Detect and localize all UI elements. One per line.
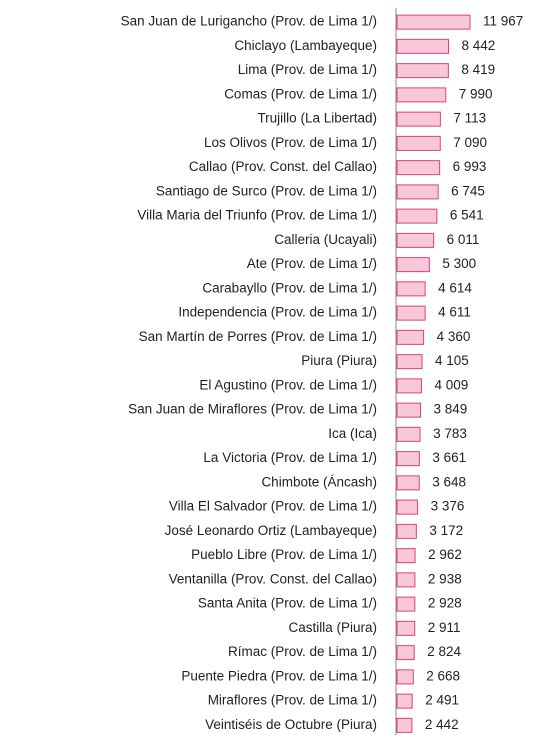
- category-label: San Martín de Porres (Prov. de Lima 1/): [139, 329, 377, 344]
- bar: [396, 354, 423, 370]
- category-label: El Agustino (Prov. de Lima 1/): [199, 377, 377, 392]
- category-label: Puente Piedra (Prov. de Lima 1/): [181, 668, 377, 683]
- category-label: Villa El Salvador (Prov. de Lima 1/): [169, 499, 377, 514]
- bar: [396, 572, 416, 588]
- category-label: Castilla (Piura): [288, 620, 377, 635]
- category-label: Santiago de Surco (Prov. de Lima 1/): [156, 183, 377, 198]
- bar: [396, 717, 413, 733]
- value-label: 3 849: [433, 402, 467, 417]
- bar: [396, 208, 438, 224]
- bar: [396, 402, 421, 418]
- value-label: 8 442: [461, 38, 495, 53]
- bar: [396, 135, 441, 151]
- bar: [396, 184, 439, 200]
- bar: [396, 451, 420, 467]
- bar: [396, 14, 471, 30]
- value-label: 3 648: [432, 474, 466, 489]
- value-label: 3 661: [432, 450, 466, 465]
- category-label: Villa Maria del Triunfo (Prov. de Lima 1…: [137, 208, 377, 223]
- bar: [396, 523, 417, 539]
- value-label: 11 967: [483, 14, 523, 29]
- value-label: 4 009: [434, 377, 468, 392]
- category-label: Ventanilla (Prov. Const. del Callao): [169, 571, 377, 586]
- value-label: 5 300: [442, 256, 476, 271]
- bar: [396, 329, 425, 345]
- bar: [396, 548, 416, 564]
- category-label: Comas (Prov. de Lima 1/): [224, 86, 377, 101]
- category-label: San Juan de Lurigancho (Prov. de Lima 1/…: [121, 14, 377, 29]
- value-label: 2 938: [428, 571, 462, 586]
- value-label: 2 824: [427, 644, 461, 659]
- bar: [396, 596, 416, 612]
- category-label: La Victoria (Prov. de Lima 1/): [203, 450, 377, 465]
- category-label: Los Olivos (Prov. de Lima 1/): [204, 135, 377, 150]
- category-label: Lima (Prov. de Lima 1/): [238, 62, 377, 77]
- value-label: 3 172: [429, 523, 463, 538]
- value-label: 2 911: [428, 620, 461, 635]
- category-label: Chimbote (Áncash): [261, 474, 377, 489]
- bar: [396, 669, 414, 685]
- bar: [396, 305, 426, 321]
- category-label: Carabayllo (Prov. de Lima 1/): [202, 280, 377, 295]
- category-label: Pueblo Libre (Prov. de Lima 1/): [191, 547, 377, 562]
- category-label: Ate (Prov. de Lima 1/): [247, 256, 377, 271]
- category-label: Miraflores (Prov. de Lima 1/): [208, 693, 377, 708]
- value-label: 2 668: [426, 668, 460, 683]
- value-label: 7 990: [459, 86, 493, 101]
- value-label: 4 105: [435, 353, 469, 368]
- bar: [396, 63, 449, 79]
- bar: [396, 38, 449, 54]
- bar: [396, 87, 447, 103]
- bar: [396, 620, 416, 636]
- value-label: 4 360: [437, 329, 471, 344]
- category-label: Ica (Ica): [328, 426, 377, 441]
- category-label: Piura (Piura): [301, 353, 377, 368]
- bar: [396, 475, 420, 491]
- value-label: 3 376: [431, 499, 465, 514]
- category-label: Santa Anita (Prov. de Lima 1/): [198, 596, 377, 611]
- category-label: Trujillo (La Libertad): [257, 111, 377, 126]
- value-label: 2 491: [425, 693, 459, 708]
- bar: [396, 111, 441, 127]
- value-label: 2 928: [428, 596, 462, 611]
- bar: [396, 281, 426, 297]
- bar: [396, 160, 441, 176]
- value-label: 7 113: [453, 111, 486, 126]
- value-label: 2 442: [425, 717, 459, 732]
- value-label: 7 090: [453, 135, 487, 150]
- bar: [396, 499, 419, 515]
- category-label: Calleria (Ucayali): [274, 232, 377, 247]
- bar: [396, 232, 435, 248]
- value-label: 6 011: [447, 232, 480, 247]
- category-label: Callao (Prov. Const. del Callao): [189, 159, 377, 174]
- bar: [396, 693, 413, 709]
- value-label: 2 962: [428, 547, 462, 562]
- category-label: Veintiséis de Octubre (Piura): [205, 717, 377, 732]
- value-label: 8 419: [461, 62, 495, 77]
- value-label: 3 783: [433, 426, 467, 441]
- category-label: Independencia (Prov. de Lima 1/): [178, 305, 377, 320]
- bar: [396, 645, 415, 661]
- category-label: Rímac (Prov. de Lima 1/): [228, 644, 377, 659]
- bar: [396, 378, 422, 394]
- category-label: Chiclayo (Lambayeque): [234, 38, 377, 53]
- bar: [396, 257, 430, 273]
- category-label: José Leonardo Ortiz (Lambayeque): [165, 523, 377, 538]
- category-label: San Juan de Miraflores (Prov. de Lima 1/…: [128, 402, 377, 417]
- value-label: 4 614: [438, 280, 472, 295]
- value-label: 6 993: [453, 159, 487, 174]
- value-label: 4 611: [438, 305, 471, 320]
- bar: [396, 426, 421, 442]
- value-label: 6 745: [451, 183, 485, 198]
- value-label: 6 541: [450, 208, 484, 223]
